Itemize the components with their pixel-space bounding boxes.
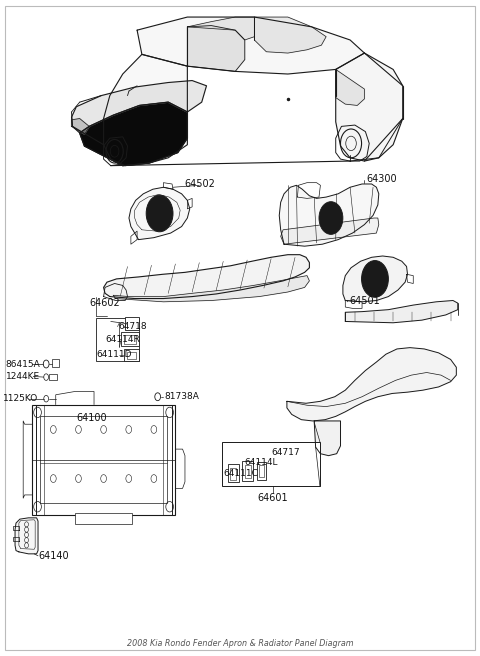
Text: 64601: 64601: [257, 493, 288, 503]
Polygon shape: [336, 70, 364, 106]
Bar: [40, 417, 167, 502]
Polygon shape: [129, 187, 190, 239]
Polygon shape: [15, 518, 38, 554]
Text: 64140: 64140: [38, 551, 69, 561]
Polygon shape: [345, 300, 458, 323]
Polygon shape: [336, 53, 403, 161]
Polygon shape: [343, 256, 408, 302]
Polygon shape: [187, 26, 245, 72]
Bar: [32, 405, 175, 514]
Circle shape: [155, 393, 160, 401]
Text: 86415A: 86415A: [5, 359, 40, 369]
Polygon shape: [314, 421, 340, 456]
Bar: [259, 466, 264, 478]
Text: 64111D: 64111D: [96, 350, 132, 359]
Bar: [230, 468, 236, 480]
Text: 64100: 64100: [76, 413, 107, 422]
Polygon shape: [113, 276, 310, 302]
Bar: [48, 374, 57, 380]
Polygon shape: [254, 17, 326, 53]
Circle shape: [319, 201, 343, 234]
Text: 64111C: 64111C: [223, 469, 258, 478]
Text: 64717: 64717: [271, 448, 300, 457]
Polygon shape: [279, 184, 379, 246]
Bar: [127, 352, 136, 359]
Text: 81738A: 81738A: [165, 392, 200, 401]
Text: 1244KE: 1244KE: [6, 372, 41, 381]
Text: 64718: 64718: [118, 322, 146, 331]
Polygon shape: [287, 348, 456, 421]
Bar: [125, 317, 140, 330]
Bar: [228, 464, 239, 483]
Bar: [242, 461, 253, 481]
Text: 64602: 64602: [89, 298, 120, 308]
Text: 64502: 64502: [184, 179, 215, 189]
Polygon shape: [72, 81, 206, 133]
Text: 64114R: 64114R: [105, 335, 140, 344]
Bar: [96, 318, 140, 361]
Circle shape: [361, 260, 388, 297]
Bar: [121, 332, 140, 346]
Polygon shape: [137, 17, 364, 74]
Text: 2008 Kia Rondo Fender Apron & Radiator Panel Diagram: 2008 Kia Rondo Fender Apron & Radiator P…: [127, 639, 353, 648]
Bar: [52, 359, 59, 367]
Text: 1125KO: 1125KO: [3, 394, 38, 403]
Polygon shape: [80, 102, 187, 166]
Text: 64300: 64300: [366, 174, 396, 184]
Polygon shape: [187, 17, 254, 40]
Bar: [222, 442, 320, 486]
Bar: [124, 349, 140, 361]
Polygon shape: [72, 119, 89, 134]
Polygon shape: [104, 255, 310, 298]
Circle shape: [146, 195, 173, 232]
Bar: [124, 335, 136, 344]
Polygon shape: [281, 218, 379, 244]
Bar: [245, 465, 251, 478]
Text: 64114L: 64114L: [245, 459, 278, 467]
Bar: [257, 462, 266, 480]
Bar: [75, 512, 132, 524]
Text: 64501: 64501: [349, 295, 380, 306]
Polygon shape: [104, 54, 187, 166]
